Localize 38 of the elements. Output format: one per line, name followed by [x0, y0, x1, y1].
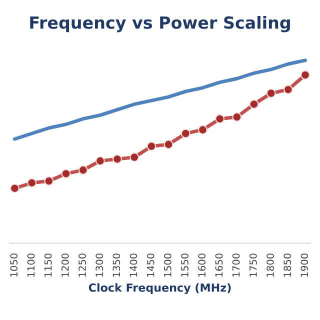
point — [300, 70, 310, 80]
point — [146, 142, 156, 151]
x-tick-label: 1100 — [27, 254, 35, 277]
point — [215, 114, 225, 124]
x-tick-label: 1800 — [266, 254, 274, 277]
chart-title: Frequency vs Power Scaling — [30, 16, 290, 32]
point — [10, 184, 20, 194]
x-tick-label: 1650 — [215, 254, 223, 277]
x-tick-label: 1350 — [112, 254, 120, 277]
x-tick-label: 1250 — [78, 254, 86, 277]
x-tick-label: 1900 — [300, 254, 308, 277]
point — [27, 178, 37, 188]
point — [61, 169, 71, 178]
x-tick-label: 1450 — [146, 254, 154, 277]
point — [249, 100, 259, 109]
x-tick-label: 1400 — [130, 254, 138, 277]
point — [266, 88, 276, 98]
point — [283, 84, 293, 94]
x-tick-label: 1200 — [61, 254, 69, 277]
point — [44, 176, 54, 186]
x-tick-label: 1150 — [44, 254, 52, 277]
x-tick-label: 1500 — [164, 254, 172, 277]
point — [130, 152, 140, 162]
x-tick-label: 1050 — [10, 254, 18, 277]
point — [95, 156, 105, 166]
point — [112, 154, 122, 164]
x-tick-label: 1600 — [198, 254, 206, 277]
point — [78, 165, 88, 175]
x-tick-label: 1700 — [232, 254, 240, 277]
point — [198, 125, 208, 135]
x-tick-label: 1750 — [249, 254, 257, 277]
point — [164, 140, 174, 150]
x-tick-label: 1850 — [284, 254, 292, 277]
point — [180, 128, 190, 138]
x-tick-label: 1300 — [96, 254, 104, 277]
x-tick-label: 1550 — [181, 254, 188, 277]
point — [232, 112, 242, 122]
x-axis-title: Clock Frequency (MHz) — [88, 283, 231, 294]
